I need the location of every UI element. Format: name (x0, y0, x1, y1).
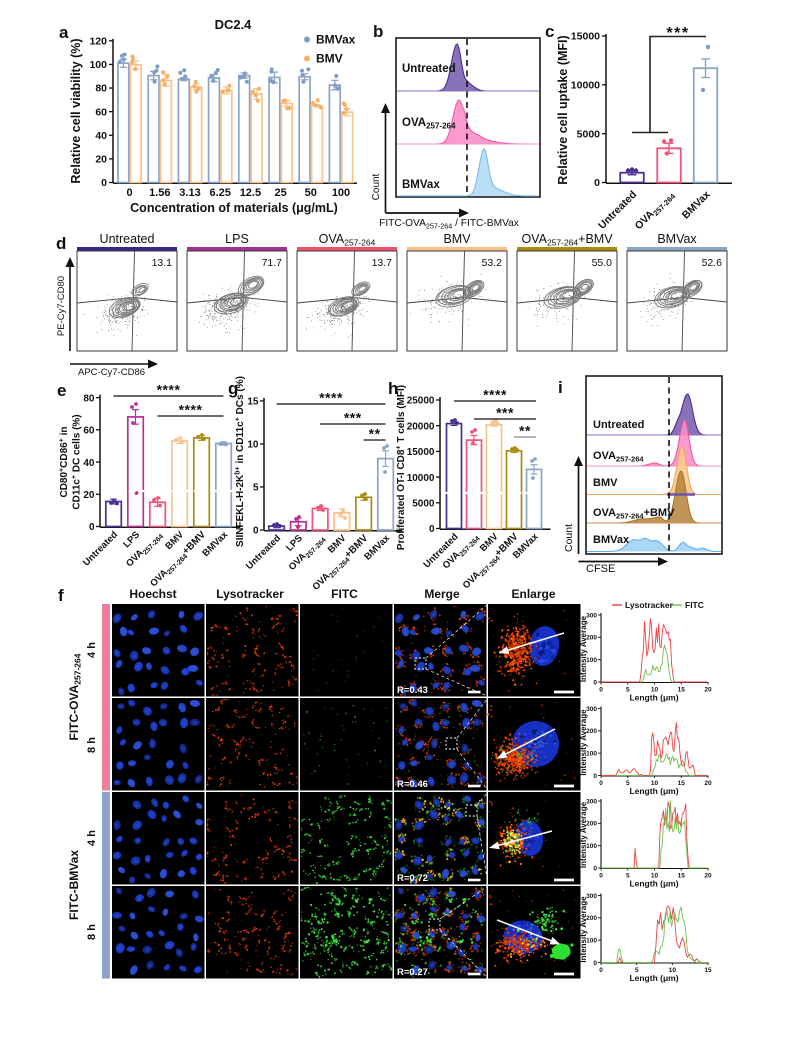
svg-text:12.5: 12.5 (240, 187, 261, 199)
svg-text:BMV: BMV (316, 52, 343, 66)
svg-text:***: *** (666, 25, 689, 42)
svg-text:FITC-BMVax: FITC-BMVax (67, 850, 81, 920)
svg-text:R=0.46: R=0.46 (397, 779, 428, 790)
svg-text:***: *** (344, 410, 362, 426)
svg-text:40: 40 (83, 458, 95, 469)
svg-text:****: **** (179, 402, 203, 418)
svg-text:25000: 25000 (407, 396, 435, 407)
svg-text:15000: 15000 (407, 447, 435, 458)
svg-text:80: 80 (83, 393, 95, 404)
svg-text:h: h (388, 379, 398, 398)
svg-text:OVA257-264+BMV: OVA257-264+BMV (593, 507, 675, 521)
svg-text:**: ** (519, 423, 531, 439)
svg-text:100: 100 (332, 187, 350, 199)
svg-text:**: ** (369, 426, 381, 442)
svg-text:BMVax: BMVax (316, 33, 356, 47)
svg-text:60: 60 (95, 106, 107, 118)
svg-text:g: g (228, 379, 238, 398)
svg-text:c: c (545, 22, 554, 41)
svg-text:BMVax: BMVax (657, 232, 697, 246)
svg-text:Count: Count (563, 524, 575, 552)
svg-text:Relative cell viability (%): Relative cell viability (%) (69, 38, 83, 183)
svg-text:0: 0 (89, 522, 95, 533)
svg-text:Enlarge: Enlarge (511, 587, 555, 601)
svg-text:4 h: 4 h (86, 830, 98, 846)
svg-text:FITC: FITC (331, 587, 358, 601)
svg-text:20: 20 (83, 490, 95, 501)
svg-text:15000: 15000 (571, 31, 600, 43)
svg-text:DC2.4: DC2.4 (215, 17, 253, 32)
svg-text:Proliferated OT-I CD8+ T cells: Proliferated OT-I CD8+ T cells (MFI) (396, 385, 408, 550)
svg-text:d: d (56, 234, 66, 253)
svg-text:53.2: 53.2 (482, 257, 503, 269)
svg-text:Untreated: Untreated (100, 232, 155, 246)
svg-text:50: 50 (305, 187, 317, 199)
svg-text:4 h: 4 h (86, 642, 98, 658)
svg-text:40: 40 (95, 130, 107, 142)
svg-text:LPS: LPS (225, 232, 249, 246)
svg-text:100: 100 (89, 59, 107, 71)
svg-text:a: a (59, 23, 69, 42)
svg-text:Hoechst: Hoechst (129, 587, 176, 601)
svg-text:****: **** (483, 387, 507, 403)
svg-text:Lysotracker: Lysotracker (216, 587, 284, 601)
svg-text:****: **** (319, 390, 343, 406)
svg-text:13.1: 13.1 (152, 257, 173, 269)
svg-text:20: 20 (95, 154, 107, 166)
svg-text:8 h: 8 h (86, 737, 98, 753)
svg-text:60: 60 (83, 426, 95, 437)
svg-text:CFSE: CFSE (586, 563, 615, 575)
svg-text:0: 0 (253, 526, 259, 537)
svg-text:55.0: 55.0 (592, 257, 613, 269)
svg-text:BMVax: BMVax (593, 534, 630, 546)
svg-text:25: 25 (274, 187, 286, 199)
svg-text:10000: 10000 (407, 473, 435, 484)
svg-text:i: i (558, 378, 563, 397)
svg-text:***: *** (496, 405, 514, 421)
svg-text:****: **** (157, 382, 181, 398)
svg-text:Relative cell uptake (MFI): Relative cell uptake (MFI) (556, 35, 570, 184)
svg-text:13.7: 13.7 (372, 257, 393, 269)
svg-text:120: 120 (89, 36, 107, 48)
svg-text:80: 80 (95, 83, 107, 95)
svg-text:OVA257-264+BMV: OVA257-264+BMV (521, 232, 613, 248)
svg-text:0: 0 (594, 177, 600, 189)
svg-text:FITC-OVA257-264 / FITC-BMVax: FITC-OVA257-264 / FITC-BMVax (379, 218, 519, 231)
svg-text:5000: 5000 (577, 128, 601, 140)
svg-text:52.6: 52.6 (702, 257, 723, 269)
svg-text:6.25: 6.25 (209, 187, 230, 199)
svg-text:SIINFEKL-H-2Kb+ in CD11c+ DCs: SIINFEKL-H-2Kb+ in CD11c+ DCs (%) (235, 376, 247, 547)
svg-text:0: 0 (127, 187, 133, 199)
svg-text:CD80+CD86+ in: CD80+CD86+ in (59, 426, 71, 497)
svg-text:8 h: 8 h (86, 924, 98, 940)
svg-text:BMVax: BMVax (402, 179, 440, 191)
svg-text:b: b (373, 22, 383, 41)
svg-text:5000: 5000 (412, 499, 435, 510)
svg-text:PE-Cy7-CD80: PE-Cy7-CD80 (56, 276, 67, 336)
svg-text:Count: Count (371, 173, 382, 200)
svg-text:1.56: 1.56 (149, 187, 170, 199)
svg-text:71.7: 71.7 (262, 257, 283, 269)
svg-text:R=0.43: R=0.43 (397, 685, 428, 696)
svg-text:Untreated: Untreated (593, 419, 644, 431)
svg-text:APC-Cy7-CD86: APC-Cy7-CD86 (78, 367, 145, 378)
svg-text:BMV: BMV (443, 232, 471, 246)
svg-text:e: e (57, 381, 66, 400)
svg-text:0: 0 (101, 177, 107, 189)
svg-text:10000: 10000 (571, 80, 600, 92)
svg-text:Merge: Merge (424, 587, 460, 601)
svg-text:BMV: BMV (593, 477, 618, 489)
svg-text:5: 5 (253, 483, 259, 494)
svg-text:Concentration of materials (μg: Concentration of materials (μg/mL) (130, 201, 338, 215)
svg-text:20000: 20000 (407, 421, 435, 432)
svg-text:f: f (58, 586, 64, 605)
svg-text:15: 15 (247, 397, 259, 408)
svg-text:Untreated: Untreated (402, 63, 456, 75)
svg-text:10: 10 (247, 440, 259, 451)
svg-text:CD11c+ DC cells (%): CD11c+ DC cells (%) (71, 414, 83, 509)
svg-text:3.13: 3.13 (179, 187, 200, 199)
svg-text:0: 0 (429, 524, 435, 535)
